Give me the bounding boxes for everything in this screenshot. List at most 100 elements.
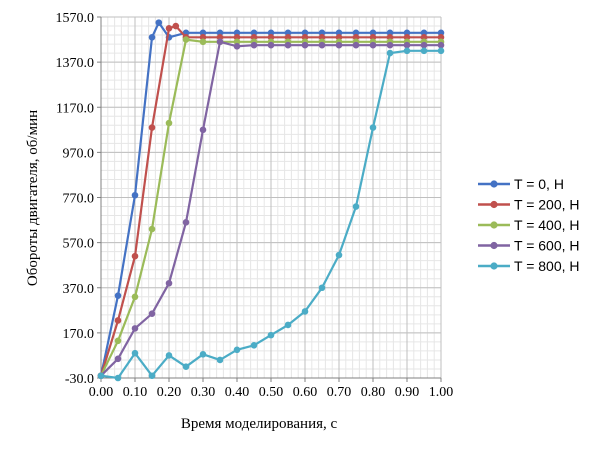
series-1 (97, 19, 445, 380)
data-point (335, 41, 343, 49)
data-point (148, 372, 156, 380)
data-point (284, 321, 292, 329)
x-tick-label: 0.50 (259, 385, 284, 400)
data-point (233, 34, 241, 41)
data-point (386, 34, 394, 41)
data-point (114, 337, 122, 345)
data-point (267, 41, 275, 49)
data-point (369, 29, 377, 37)
data-point (386, 29, 394, 37)
y-tick-label: -30.0 (65, 372, 94, 387)
data-point (267, 34, 275, 41)
data-point (335, 251, 343, 259)
x-axis-title: Время моделирования, с (181, 416, 338, 432)
data-point (216, 34, 224, 41)
data-point (403, 34, 411, 41)
data-point (403, 47, 411, 55)
data-point (131, 325, 139, 332)
data-point (148, 124, 156, 131)
x-tick-label: 0.40 (225, 385, 250, 400)
x-tick-label: 0.20 (157, 385, 182, 400)
data-point (182, 219, 190, 226)
series-line (99, 24, 441, 377)
legend-item: T = 200, Н (478, 197, 580, 213)
data-point (250, 29, 258, 37)
data-point (148, 34, 156, 41)
legend: T = 0, Н T = 200, Н T = 400, Н T = 600, Н T … (478, 176, 580, 274)
x-tick-label: 0.80 (361, 385, 386, 400)
y-tick-label: 570.0 (63, 237, 95, 252)
y-tick-label: 970.0 (63, 146, 95, 161)
data-point (437, 41, 445, 49)
data-point (131, 191, 139, 199)
legend-label: T = 0, Н (514, 176, 564, 192)
x-tick-label: 0.30 (191, 385, 216, 400)
data-point (386, 41, 394, 49)
data-point (131, 252, 139, 260)
data-point (97, 372, 105, 380)
series-4 (97, 38, 445, 380)
gridlines (100, 16, 442, 379)
data-point (250, 341, 258, 349)
legend-item: T = 400, Н (478, 217, 580, 233)
data-point (182, 363, 190, 371)
data-point (335, 29, 343, 37)
tick-labels: -30.0 170.0 370.0 570.0 770.0 970.0 1170.0 1370… (56, 11, 454, 400)
data-point (182, 36, 190, 43)
data-point (267, 331, 275, 339)
data-point (352, 34, 360, 41)
data-point (437, 34, 445, 41)
data-point (369, 34, 377, 41)
data-point (420, 47, 428, 55)
data-point (250, 34, 258, 41)
legend-label: T = 400, Н (514, 217, 580, 233)
data-point (301, 41, 309, 49)
data-point (420, 41, 428, 49)
data-point (386, 49, 394, 57)
legend-item: T = 800, Н (478, 258, 580, 274)
data-point (352, 29, 360, 37)
data-point (301, 308, 309, 315)
data-point (335, 34, 343, 41)
data-point (284, 41, 292, 49)
y-tick-label: 770.0 (63, 192, 95, 207)
data-point (369, 124, 377, 131)
x-tick-label: 0.90 (395, 385, 420, 400)
y-tick-label: 1570.0 (56, 11, 95, 26)
data-point (233, 43, 241, 50)
data-point (267, 29, 275, 37)
data-point (318, 284, 326, 292)
legend-item: T = 0, Н (478, 176, 564, 192)
data-point (420, 29, 428, 37)
data-point (233, 346, 241, 354)
legend-label: T = 200, Н (514, 197, 580, 213)
x-tick-label: 1.00 (429, 385, 454, 400)
data-point (369, 41, 377, 49)
x-tick-label: 0.70 (327, 385, 352, 400)
legend-swatch-marker (490, 180, 498, 188)
x-tick-label: 0.10 (123, 385, 148, 400)
data-point (403, 29, 411, 37)
data-point (403, 41, 411, 49)
legend-label: T = 800, Н (514, 258, 580, 274)
y-tick-label: 1370.0 (56, 56, 95, 71)
data-point (114, 374, 122, 382)
axes (97, 16, 442, 382)
data-point (284, 34, 292, 41)
data-point (114, 317, 122, 324)
data-point (131, 349, 139, 357)
data-point (233, 29, 241, 37)
data-point (301, 29, 309, 37)
series-lines (97, 19, 445, 382)
series-5 (97, 47, 445, 382)
data-point (172, 22, 180, 30)
y-tick-label: 170.0 (63, 327, 95, 342)
data-point (165, 24, 173, 32)
data-point (199, 34, 207, 41)
data-point (114, 355, 122, 363)
data-point (318, 34, 326, 41)
data-point (301, 34, 309, 41)
data-point (318, 29, 326, 37)
data-point (216, 29, 224, 37)
